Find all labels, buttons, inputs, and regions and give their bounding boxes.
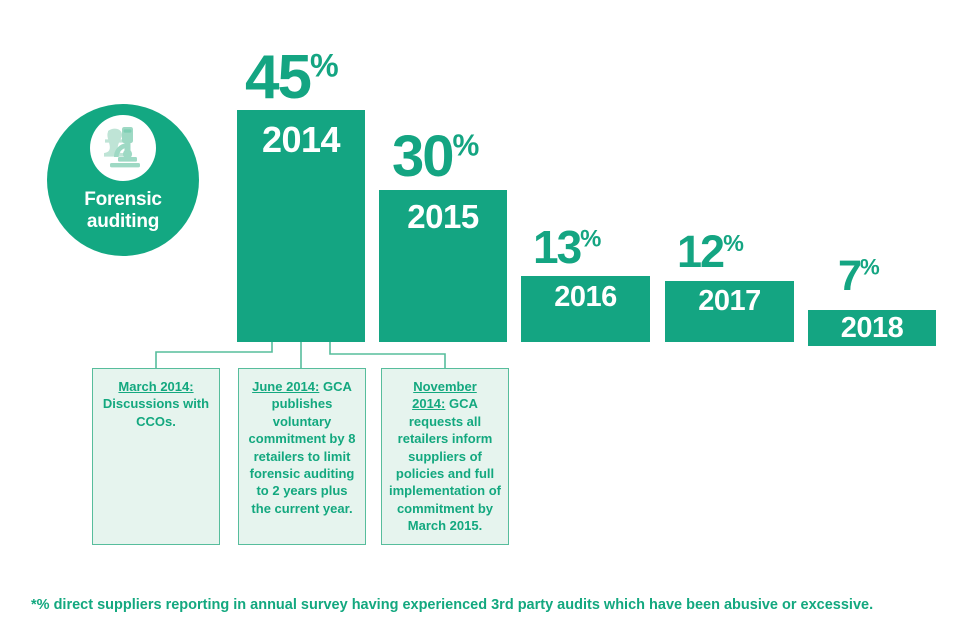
footnote: *% direct suppliers reporting in annual … (31, 597, 874, 613)
callout-heading: March 2014: (118, 379, 194, 394)
callout-body: GCA publishes voluntary commitment by 8 … (248, 379, 356, 516)
badge-label-line1: Forensic (84, 189, 162, 210)
bar-2014: 2014 (237, 110, 365, 342)
forensic-auditing-badge: Forensic auditing (47, 104, 199, 256)
bar-year-2017: 2017 (698, 285, 761, 317)
bar-value-2015: 30% (392, 124, 479, 189)
bar-year-2015: 2015 (407, 198, 479, 235)
bar-value-2014: 45% (245, 43, 339, 112)
callout-body: Discussions with CCOs. (102, 396, 210, 429)
bar-2016: 2016 (521, 276, 650, 342)
microscope-pound-icon (90, 115, 156, 181)
callout-march-2014: March 2014: Discussions with CCOs. (92, 368, 220, 545)
callout-heading: June 2014: (252, 379, 320, 394)
callout-june-2014: June 2014: GCA publishes voluntary commi… (238, 368, 366, 545)
callout-body: GCA requests all retailers inform suppli… (389, 396, 501, 534)
bar-year-2016: 2016 (554, 281, 617, 313)
bar-2017: 2017 (665, 281, 794, 342)
badge-label: Forensic auditing (84, 189, 162, 233)
bar-2015: 2015 (379, 190, 507, 342)
bar-year-2014: 2014 (261, 119, 341, 160)
bar-year-2018: 2018 (840, 312, 904, 344)
bar-value-2016: 13% (533, 221, 601, 273)
callout-heading-line1: November (413, 379, 477, 394)
callout-november-2014: November 2014: GCA requests all retailer… (381, 368, 509, 545)
bar-value-2018: 7% (838, 252, 880, 300)
badge-label-line2: auditing (86, 211, 160, 232)
bar-value-2017: 12% (677, 226, 744, 277)
bar-2018: 2018 (808, 310, 936, 346)
callout-heading-line2: 2014: (412, 396, 446, 412)
